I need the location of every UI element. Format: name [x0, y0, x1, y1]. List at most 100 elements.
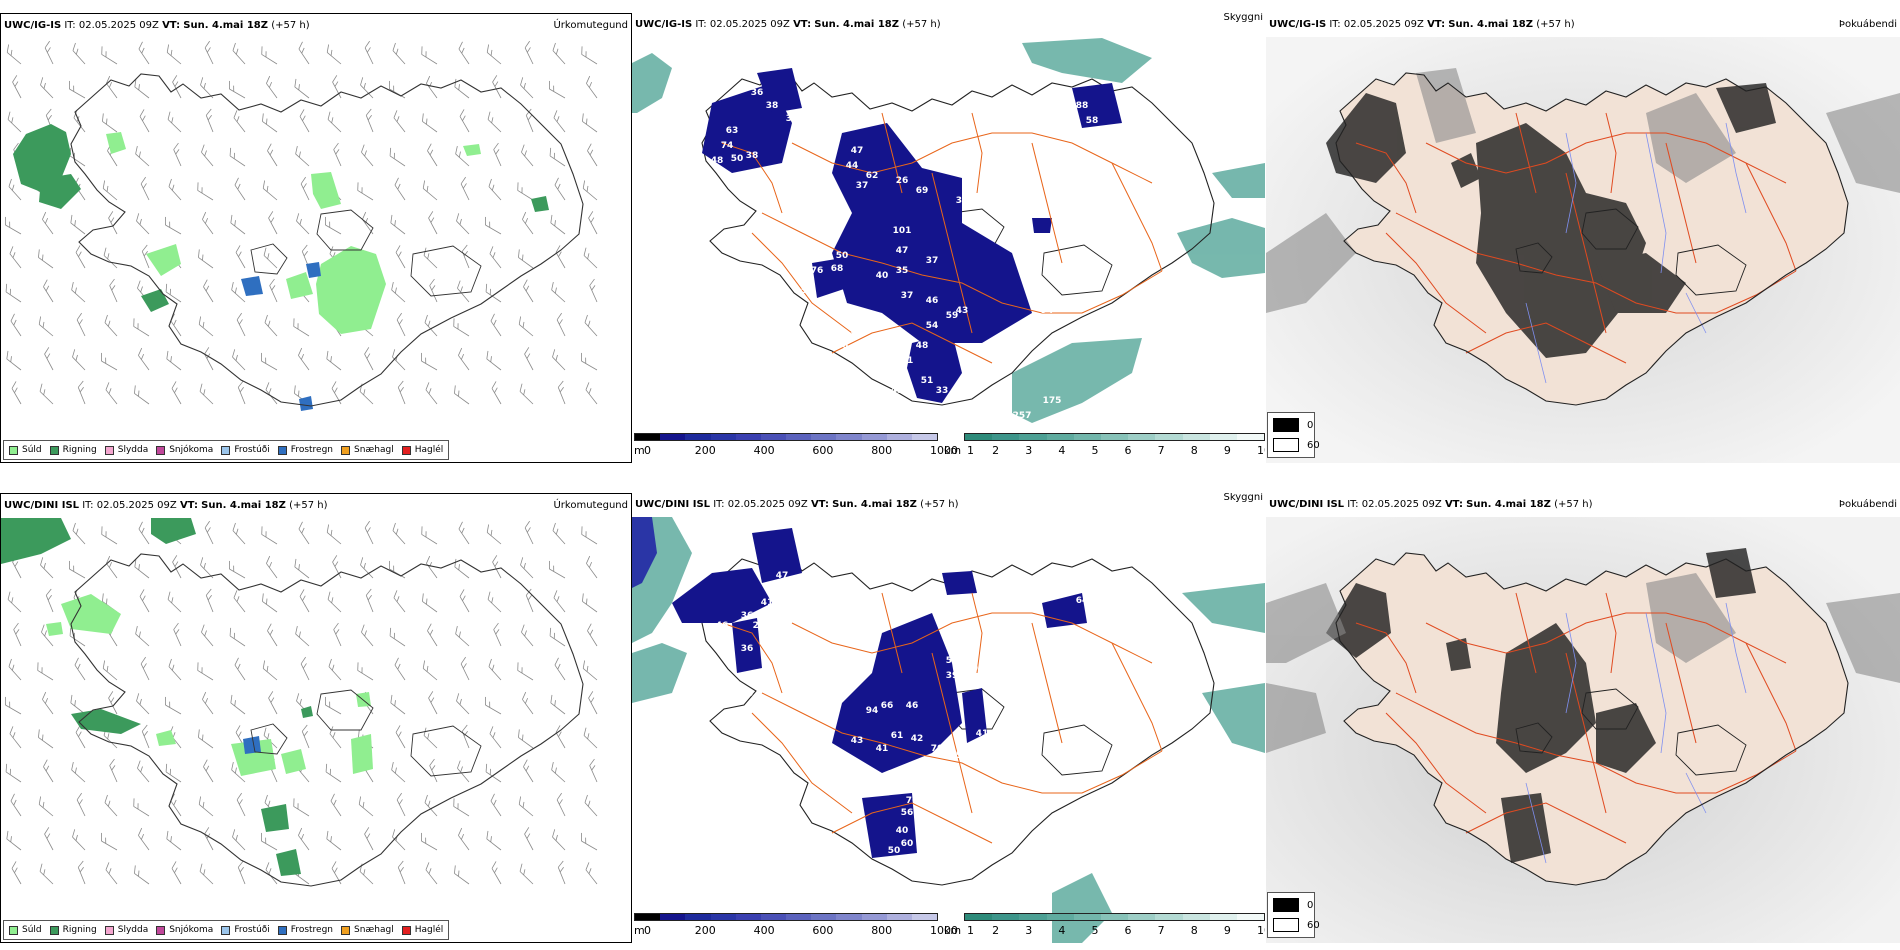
init-time: IT: 02.05.2025 09Z: [713, 499, 808, 510]
wind-barb: [325, 216, 342, 235]
wind-barb: [105, 382, 118, 405]
colorbar-segment: [635, 434, 661, 440]
ceiling-value: 74: [721, 141, 734, 151]
wind-barb: [360, 77, 374, 99]
road-network: [721, 592, 1163, 844]
lead-time: (+57 h): [271, 20, 310, 31]
wind-barb: [134, 558, 150, 579]
wind-barb: [556, 792, 566, 817]
ceiling-value: 48: [916, 341, 929, 351]
wind-barb: [493, 142, 502, 167]
wind-barb: [362, 211, 374, 235]
wind-barb: [139, 589, 150, 613]
river: [1725, 602, 1747, 694]
glacier-outline: [1515, 242, 1553, 274]
ceiling-value: 61: [891, 731, 904, 741]
colorbar-segment: [911, 914, 938, 920]
legend-item: Snjókoma: [156, 925, 213, 935]
wind-barb: [396, 312, 406, 337]
wind-barb: [298, 521, 310, 545]
wind-barb: [300, 176, 310, 201]
wind-barb: [70, 214, 86, 235]
wind-barb: [237, 380, 246, 405]
model-name: UWC/DINI ISL: [1269, 499, 1345, 510]
low-ceiling-area: [962, 688, 987, 743]
ceiling-value: 48: [711, 156, 724, 166]
wind-barb: [487, 111, 502, 133]
road: [1031, 142, 1063, 264]
lead-time: (+57 h): [902, 19, 941, 30]
glacier-outline: [1581, 208, 1639, 250]
colorbar-segment: [836, 434, 862, 440]
colorbar-segment: [1155, 914, 1183, 920]
drizzle-area: [463, 144, 481, 156]
wind-barb: [264, 314, 278, 337]
ceiling-value: 66: [881, 701, 894, 711]
wind-barb: [231, 761, 246, 783]
wind-barb: [458, 41, 470, 65]
wind-barb: [198, 249, 214, 269]
wind-barb: [555, 245, 566, 269]
wind-barb: [141, 724, 150, 749]
drizzle-area: [61, 594, 121, 634]
colorbar-segment: [886, 914, 912, 920]
wind-barb: [456, 693, 470, 715]
valid-time: Sun. 4.mai 18Z: [201, 500, 286, 511]
wind-barb: [75, 725, 86, 749]
wind-barb: [554, 177, 566, 201]
wind-barb: [581, 46, 598, 65]
wind-barb: [229, 560, 246, 579]
ceiling-value: 50: [836, 251, 849, 261]
wind-barb: [301, 724, 310, 749]
wind-barb: [261, 46, 278, 65]
wind-barb: [138, 827, 150, 851]
wind-barb: [458, 827, 470, 851]
wind-barb: [455, 145, 470, 167]
colorbar-label: 0: [644, 444, 651, 457]
fog-legend-row: 60: [1273, 438, 1320, 452]
drizzle-area: [316, 246, 386, 334]
ceiling-value: 53: [971, 216, 984, 226]
valid-time-label: VT:: [793, 19, 812, 30]
road: [1515, 592, 1537, 674]
ceiling-value: 60: [851, 311, 864, 321]
legend-label: Súld: [22, 445, 42, 455]
wind-barb: [454, 385, 470, 405]
ceiling-value: 63: [1006, 206, 1019, 216]
wind-barb: [268, 211, 278, 235]
wind-barb: [11, 381, 22, 405]
valid-time-label: VT:: [810, 499, 829, 510]
wind-barb: [428, 691, 438, 715]
ceiling-value: 55: [801, 286, 814, 296]
wind-barb: [364, 520, 374, 545]
rain-area: [531, 196, 549, 212]
wind-barb: [236, 792, 246, 817]
wind-barb: [581, 526, 598, 545]
wind-barb: [170, 313, 182, 337]
colorbar-segment: [886, 434, 912, 440]
colorbar-label: 5: [1091, 924, 1099, 937]
sea-visibility-area: [1182, 583, 1265, 633]
wind-barb: [6, 350, 22, 371]
ceiling-value: 68: [831, 264, 844, 274]
fog-grey-area: [1266, 683, 1326, 753]
legend-swatch: [341, 925, 351, 935]
colorbar-label: 4: [1058, 924, 1066, 937]
fog-dark-area: [1451, 153, 1481, 188]
wind-barb: [204, 520, 214, 545]
iceland-outline: [1335, 552, 1849, 886]
wind-barb: [167, 111, 182, 133]
road: [1605, 112, 1617, 194]
iceland-outline: [1335, 72, 1849, 406]
wind-barb: [140, 176, 150, 201]
colorbar-segment: [1128, 434, 1156, 440]
fog-dark-areas: [1326, 548, 1756, 863]
wind-barb: [106, 75, 118, 99]
ceiling-value: 109: [1088, 620, 1107, 630]
wind-barb: [358, 796, 374, 817]
wind-barb: [333, 622, 342, 647]
fog-dark-area: [1596, 253, 1686, 313]
wind-barb: [453, 798, 470, 817]
wind-barb: [69, 560, 86, 579]
